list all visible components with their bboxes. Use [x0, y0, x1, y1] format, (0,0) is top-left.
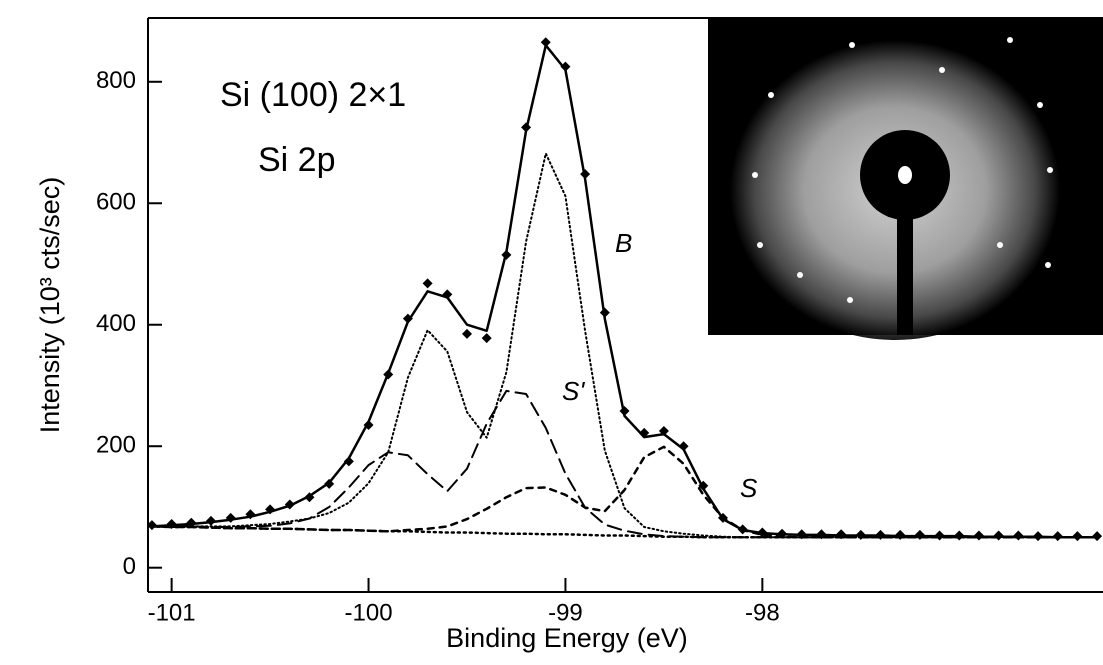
- y-tick-label: 0: [123, 553, 136, 580]
- annotation: S: [740, 473, 758, 503]
- y-tick-label: 600: [96, 189, 136, 216]
- inset-spots: [752, 37, 1053, 303]
- data-point: [422, 278, 433, 289]
- annotation: Si 2p: [258, 141, 336, 179]
- leed-inset: [708, 18, 1103, 340]
- series-line: [150, 389, 1099, 539]
- data-point: [481, 333, 492, 344]
- data-point: [560, 61, 571, 72]
- data-point: [461, 328, 472, 339]
- x-tick-label: -100: [345, 599, 393, 626]
- frame: [147, 17, 1103, 593]
- annotation: S': [562, 376, 585, 406]
- annotation: Si (100) 2×1: [220, 76, 406, 114]
- x-tick-label: -99: [548, 599, 583, 626]
- x-tick-label: -98: [745, 599, 780, 626]
- series-line: [150, 445, 1099, 539]
- y-axis-label: Intensity (10³ cts/sec): [35, 177, 65, 434]
- data-point: [343, 456, 354, 467]
- y-tick-label: 400: [96, 310, 136, 337]
- x-axis-label: Binding Energy (eV): [446, 623, 688, 653]
- y-tick-label: 200: [96, 432, 136, 459]
- inset-spot: [898, 166, 912, 184]
- series-line: [150, 525, 1099, 539]
- x-tick-label: -101: [148, 599, 196, 626]
- y-tick-label: 800: [96, 67, 136, 94]
- data-point: [225, 512, 236, 523]
- data-point: [540, 37, 551, 48]
- annotation: B: [615, 228, 632, 258]
